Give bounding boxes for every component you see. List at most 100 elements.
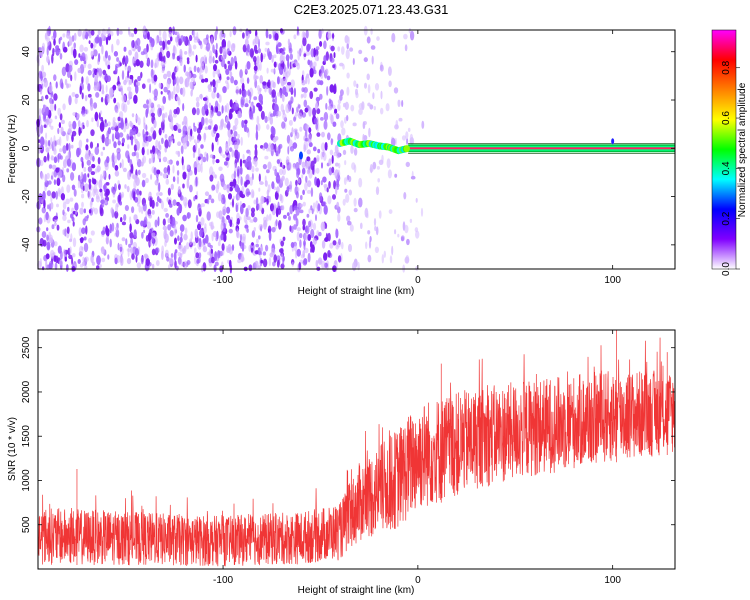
spectrogram-noise-cell [119,30,123,35]
spectrogram-noise-cell [302,201,306,207]
spectrogram-noise-cell [143,219,147,226]
spectrogram-noise-cell [131,33,134,38]
spectrogram-noise-cell [183,64,186,73]
spectrogram-noise-cell [282,78,287,85]
spectrogram-noise-cell [158,30,162,36]
spectrogram-noise-cell [251,230,256,238]
spectrogram-noise-cell [332,121,337,127]
spectrogram-noise-cell [87,93,92,98]
spectrogram-noise-cell [295,191,299,199]
spectrogram-noise-cell [43,124,47,128]
spectrogram-noise-cell [314,49,319,57]
spectrogram-noise-cell [115,108,119,114]
spectrogram-noise-cell [113,183,117,192]
spectrogram-noise-cell [293,224,297,230]
spectrogram-noise-cell [353,147,358,156]
spectrogram-noise-cell [226,82,230,90]
spectrogram-frame [37,29,676,270]
spectrogram-noise-cell [96,255,101,266]
spectrogram-noise-cell [288,162,292,169]
spectrogram-noise-cell [315,167,320,174]
spectrogram-noise-cell [373,106,376,111]
spectrogram-noise-cell [41,231,47,238]
colorbar-tick-label: 0.6 [721,111,732,125]
spectrogram-noise-cell [67,206,70,212]
spectrogram-noise-cell [344,116,347,124]
spectrogram-noise-cell [333,52,336,59]
spectrogram-noise-cell [78,126,81,136]
spectrogram-noise-cell [209,244,213,249]
spectrogram-noise-cell [374,83,380,91]
spectrogram-noise-cell [296,227,302,232]
spectrogram-noise-cell [386,158,391,169]
spectrogram-noise-cell [69,197,74,202]
spectrogram-noise-cell [277,76,280,85]
spectrogram-noise-cell [50,92,54,98]
spectrogram-noise-cell [202,246,208,253]
spectrogram-noise-cell [135,177,140,186]
spectrogram-noise-cell [209,174,214,182]
spectrogram-noise-cell [177,150,181,157]
spectrogram-noise-cell [255,30,258,37]
spectrogram-noise-cell [68,120,72,128]
spectrogram-noise-cell [111,152,115,163]
spectrogram-noise-cell [196,107,200,116]
spectrogram-noise-cell [273,254,278,263]
spectrogram-noise-cell [57,107,61,116]
spectrogram-noise-cell [131,206,135,214]
spectrogram-noise-cell [315,260,318,268]
spectrogram-noise-cell [160,120,165,131]
spectrogram-noise-cell [41,207,46,214]
spectrogram-noise-cell [328,167,333,176]
spectrogram-noise-cell [264,115,268,124]
spectrogram-noise-cell [71,184,76,191]
snr-y-ticks: 500 1000 1500 2000 2500 [21,336,675,533]
spectrogram-noise-cell [220,55,225,61]
spectrogram-noise-cell [126,185,130,193]
spectrogram-noise-cell [279,248,284,254]
spectrogram-noise-cell [141,83,146,89]
spectrogram-noise-cell [48,84,53,93]
spectrogram-noise-cell [76,113,80,119]
spectrogram-noise-cell [299,233,303,239]
spectrogram-noise-cell [203,226,207,234]
spectrogram-noise-cell [113,97,117,104]
spectrogram-noise-cell [119,62,122,67]
spectrogram-noise-cell [81,189,84,194]
spectrogram-noise-cell [80,171,84,179]
spectrogram-noise-cell [171,72,176,81]
spectrogram-noise-cell [154,145,158,155]
spectrogram-noise-cell [136,188,140,196]
spectrogram-noise-cell [263,220,267,230]
spectrogram-noise-cell [267,87,271,94]
spectrogram-noise-cell [298,262,302,271]
spectrogram-noise-cell [57,245,62,254]
spectrogram-noise-cell [303,144,307,153]
spectrogram-noise-cell [299,239,302,248]
spectrogram-noise-cell [179,252,183,259]
spectrogram-noise-cell [229,30,232,38]
spectrogram-noise-cell [86,138,89,143]
spectrogram-noise-cell [113,141,117,149]
spectrogram-noise-cell [301,174,304,179]
spectrogram-noise-cell [78,174,81,182]
spectrogram-noise-cell [334,169,339,180]
spectrogram-noise-cell [89,153,93,161]
spectrogram-noise-cell [62,174,66,183]
spectrogram-noise-cell [142,133,146,143]
spectrogram-noise-cell [81,227,86,234]
spectrogram-noise-cell [215,159,220,164]
spectrogram-noise-cell [117,116,121,122]
spectrogram-noise-cell [90,30,95,36]
spectrogram-noise-cell [167,187,171,196]
spectrogram-noise-cell [163,229,167,240]
spectrogram-noise-cell [293,34,297,40]
spectrogram-noise-cell [211,256,215,264]
spectrogram-noise-cell [142,103,148,109]
spectrogram-noise-cell [80,55,83,62]
spectrogram-noise-cell [165,249,169,257]
spectrogram-noise-cell [67,219,71,224]
spectrogram-noise-cell [329,57,335,63]
spectrogram-noise-cell [309,67,314,78]
spectrogram-noise-cell [225,157,230,162]
